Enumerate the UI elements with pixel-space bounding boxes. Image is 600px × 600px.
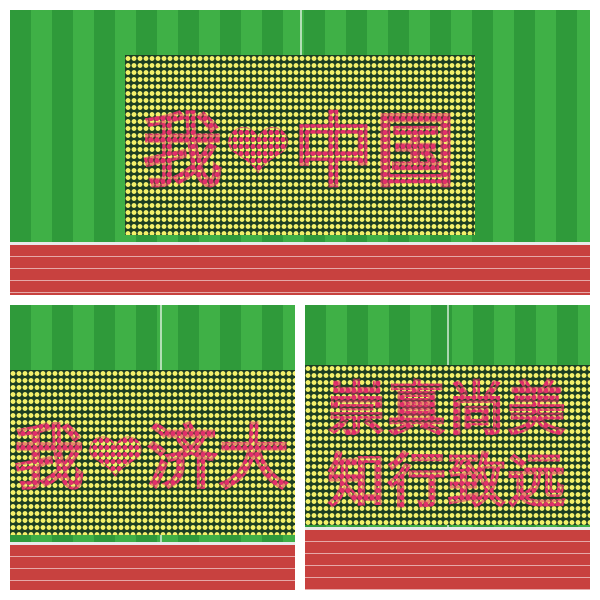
running-track — [10, 542, 295, 590]
bottom-right-photo-panel: 崇真尚美 知行致远 — [305, 305, 590, 590]
crowd-slogan-line-2: 知行致远 — [327, 447, 568, 516]
running-track — [305, 527, 590, 590]
crowd-formation: 我❤济大 — [10, 370, 295, 535]
crowd-formation: 我❤中国 — [125, 55, 475, 235]
crowd-slogan-line-1: 崇真尚美 — [327, 375, 568, 444]
crowd-slogan: 我❤济大 — [14, 402, 291, 503]
running-track — [10, 242, 590, 295]
crowd-formation: 崇真尚美 知行致远 — [305, 365, 590, 525]
crowd-slogan: 我❤中国 — [142, 87, 457, 203]
top-photo-panel: 我❤中国 — [10, 10, 590, 295]
bottom-left-photo-panel: 我❤济大 — [10, 305, 295, 590]
